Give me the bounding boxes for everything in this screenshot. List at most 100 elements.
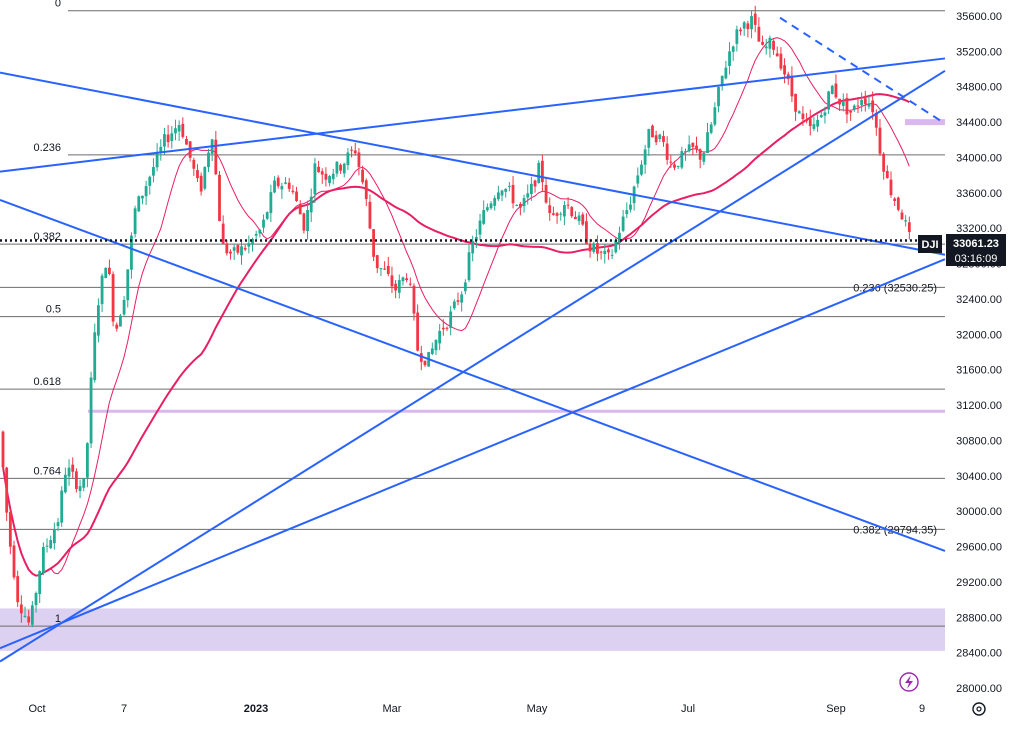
candle-body xyxy=(141,195,144,199)
candle-body xyxy=(540,160,544,183)
candle-body xyxy=(599,251,603,253)
candle xyxy=(265,211,269,221)
time-axis: Oct 7 2023 Mar May Jul Sep 9 xyxy=(28,703,925,715)
y-tick-label: 32000.00 xyxy=(956,329,1002,341)
candle-body xyxy=(262,219,265,228)
candle-body xyxy=(676,165,680,167)
candle xyxy=(669,155,673,168)
x-tick-label: 2023 xyxy=(244,703,268,715)
candle xyxy=(89,371,93,448)
candle xyxy=(772,39,775,55)
candle xyxy=(295,186,298,202)
candle xyxy=(753,5,757,33)
candle xyxy=(540,154,544,192)
candle xyxy=(603,244,607,264)
candle xyxy=(78,479,82,499)
candle xyxy=(496,185,500,201)
candle-body xyxy=(133,208,137,235)
candle-body xyxy=(746,23,750,30)
candle xyxy=(82,478,86,492)
candle-body xyxy=(849,110,853,113)
candle-body xyxy=(577,215,581,222)
candle-body xyxy=(764,46,768,49)
candle-body xyxy=(805,120,808,122)
candle-body xyxy=(104,267,108,278)
x-tick-label: Sep xyxy=(826,703,846,715)
candle-body xyxy=(812,124,816,129)
candle xyxy=(394,279,398,299)
candle-body xyxy=(698,149,702,160)
candle-body xyxy=(496,192,500,200)
candle-body xyxy=(445,327,449,329)
candle-body xyxy=(592,243,596,252)
fib-label-5: 0.764 xyxy=(33,465,61,477)
candle-body xyxy=(137,196,141,212)
candle-body xyxy=(192,159,196,169)
candle-body xyxy=(463,282,467,292)
candle-body xyxy=(111,274,115,322)
candle-body xyxy=(596,243,599,254)
candle-body xyxy=(89,377,93,444)
candle xyxy=(317,160,320,173)
candle-body xyxy=(361,169,364,183)
candle xyxy=(515,204,519,207)
candle-body xyxy=(130,235,133,270)
candles-layer xyxy=(1,5,911,628)
candle xyxy=(610,249,614,260)
candle xyxy=(522,194,526,213)
candle xyxy=(625,202,629,219)
candle-body xyxy=(841,101,845,106)
candle-body xyxy=(19,604,23,614)
candle-body xyxy=(654,135,658,143)
y-tick-label: 34800.00 xyxy=(956,82,1002,94)
candle-body xyxy=(625,210,629,215)
candle xyxy=(830,84,834,95)
candle-body xyxy=(122,299,126,315)
candle xyxy=(126,269,130,308)
candle xyxy=(8,509,12,555)
candle-body xyxy=(251,238,254,245)
candle-body xyxy=(585,221,588,244)
candle-body xyxy=(768,37,772,49)
candle xyxy=(885,165,889,179)
candle-body xyxy=(471,241,475,254)
candle-body xyxy=(610,254,614,256)
candle-body xyxy=(174,128,177,134)
candle xyxy=(907,216,911,240)
candle xyxy=(574,211,577,220)
candle xyxy=(339,163,342,174)
candle xyxy=(695,136,698,153)
candle-body xyxy=(434,340,438,351)
candle xyxy=(559,211,563,221)
candle-body xyxy=(441,327,445,330)
candle xyxy=(452,299,456,310)
candle xyxy=(408,277,412,287)
candle-body xyxy=(522,198,526,207)
candle-body xyxy=(240,246,243,256)
candle-body xyxy=(702,153,706,162)
candle-body xyxy=(97,305,100,336)
candle-body xyxy=(761,41,764,45)
candle-body xyxy=(647,129,651,148)
last-price-box xyxy=(946,234,1006,266)
y-tick-label: 31200.00 xyxy=(956,400,1002,412)
candle-body xyxy=(309,196,313,213)
candle-body xyxy=(335,161,339,174)
candle-body xyxy=(236,245,240,253)
trendline-4 xyxy=(0,198,946,552)
candle xyxy=(181,117,185,139)
candle xyxy=(834,74,838,99)
candle-body xyxy=(885,171,889,179)
candle xyxy=(742,20,746,36)
y-tick-label: 34400.00 xyxy=(956,117,1002,129)
candle-body xyxy=(221,223,225,244)
candle-body xyxy=(207,152,210,168)
candle-body xyxy=(823,112,827,116)
settings-button[interactable] xyxy=(972,702,986,716)
replay-button[interactable] xyxy=(899,672,919,692)
candle-body xyxy=(643,149,647,165)
candle xyxy=(298,200,302,215)
candle-body xyxy=(416,312,420,351)
candle-body xyxy=(581,214,585,225)
